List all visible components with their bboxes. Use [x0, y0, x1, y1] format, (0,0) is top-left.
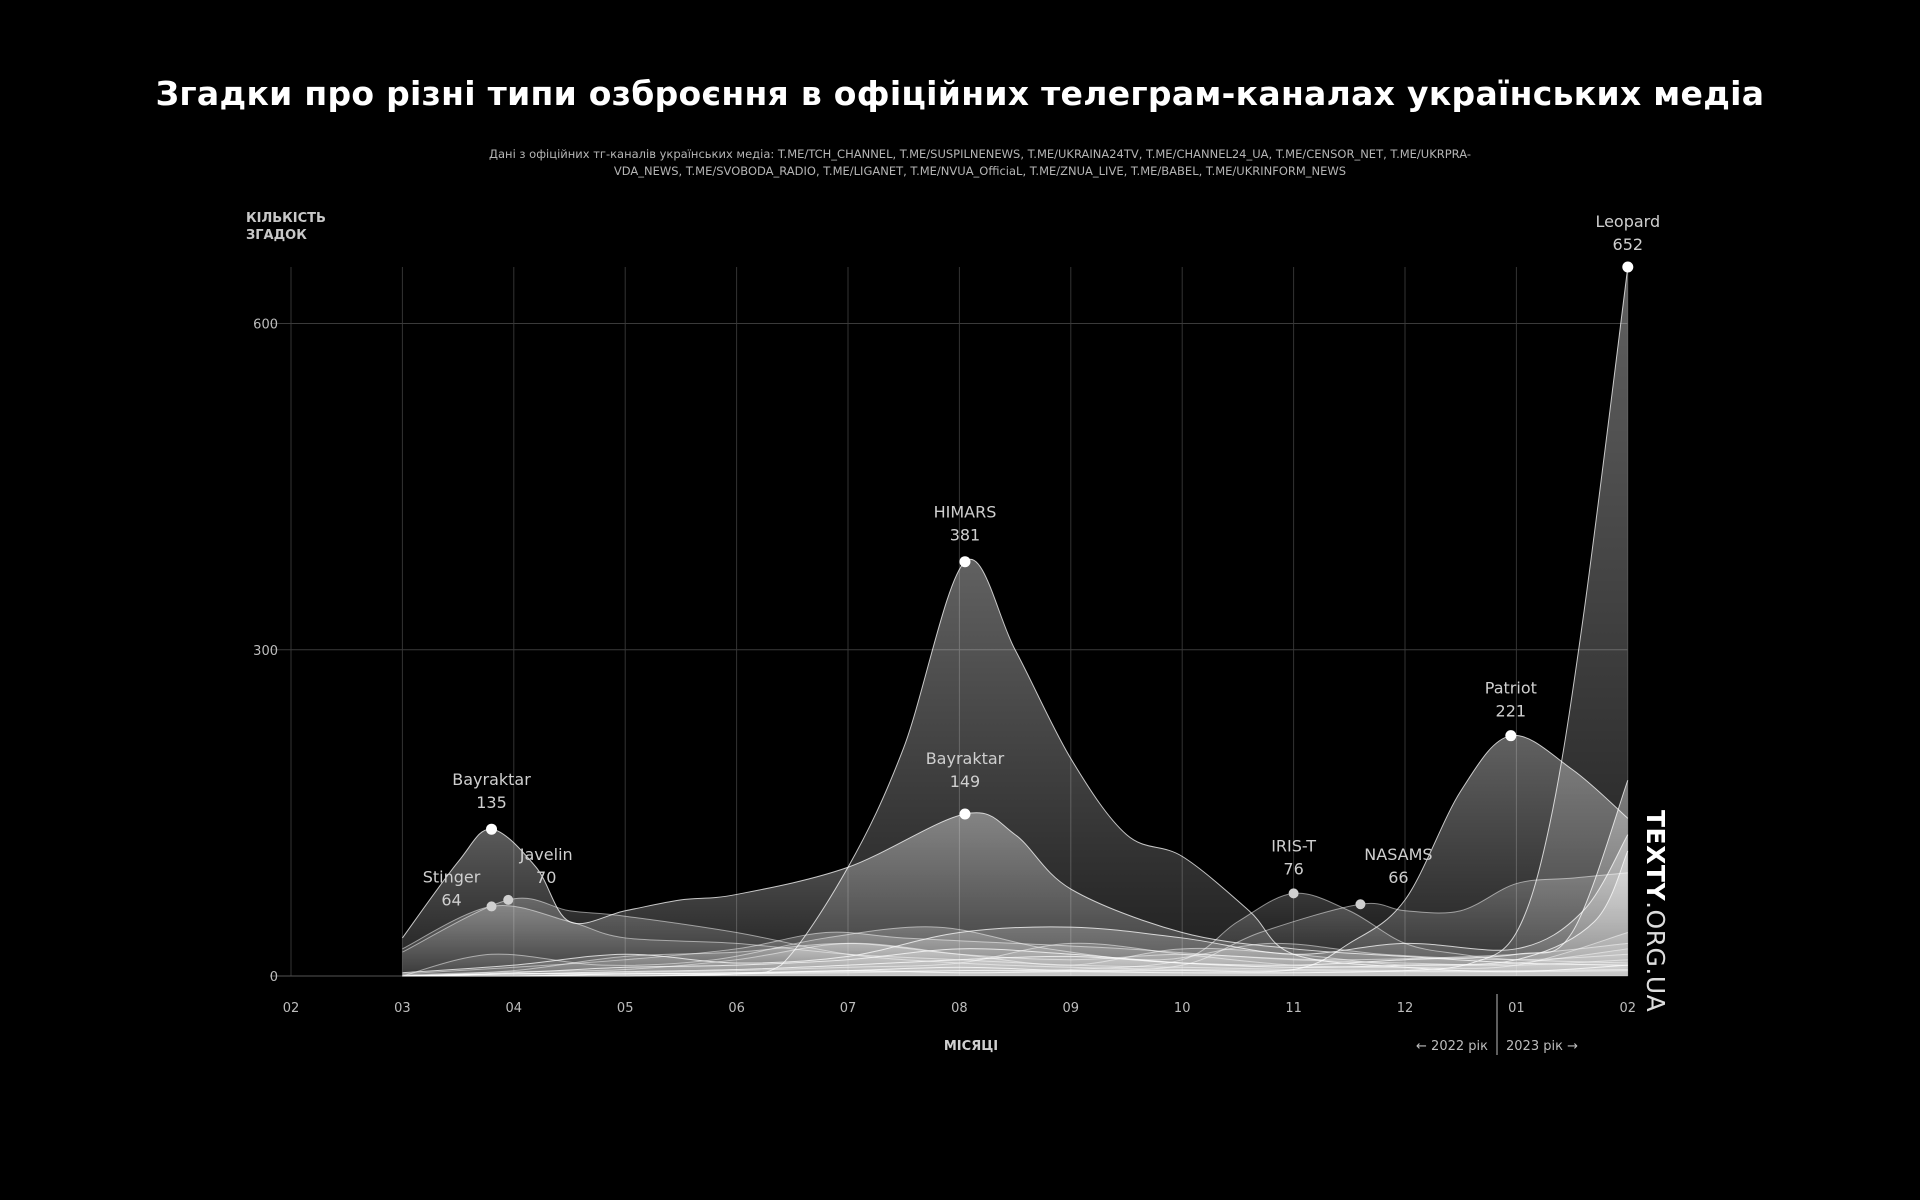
- x-axis-label: МІСЯЦІ: [944, 1039, 998, 1054]
- logo-bold: TEXTY: [1641, 810, 1670, 902]
- x-tick-label: 03: [394, 1001, 411, 1016]
- x-tick-label: 01: [1508, 1001, 1525, 1016]
- x-tick-label: 11: [1285, 1001, 1302, 1016]
- annotation-dot: [486, 823, 498, 835]
- annotation-value: 66: [1388, 868, 1408, 887]
- annotation-name: NASAMS: [1364, 845, 1432, 864]
- annotation-name: Stinger: [423, 867, 481, 886]
- annotation-dot: [959, 808, 971, 820]
- annotation-dot: [486, 901, 497, 912]
- year-2022-label: ← 2022 рік: [1416, 1039, 1488, 1054]
- y-axis-label-line-2: ЗГАДОК: [246, 228, 307, 243]
- annotation-name: HIMARS: [934, 503, 997, 522]
- logo-light: .ORG.UA: [1641, 901, 1670, 1013]
- y-axis-label-line-1: КІЛЬКІСТЬ: [246, 211, 326, 226]
- annotation-value: 381: [950, 526, 981, 545]
- x-tick-label: 12: [1397, 1001, 1414, 1016]
- x-tick-label: 04: [506, 1001, 523, 1016]
- annotation-name: Bayraktar: [926, 749, 1005, 768]
- annotation-name: Patriot: [1485, 679, 1537, 698]
- annotation-name: IRIS-T: [1271, 836, 1316, 855]
- annotation-value: 70: [536, 868, 556, 887]
- series-area-nasams: [402, 872, 1628, 976]
- x-tick-label: 05: [617, 1001, 634, 1016]
- y-tick-label: 600: [253, 318, 278, 333]
- annotation-value: 135: [476, 793, 507, 812]
- annotation-dot: [1288, 888, 1299, 899]
- year-2023-label: 2023 рік →: [1506, 1039, 1578, 1054]
- x-tick-label: 08: [951, 1001, 968, 1016]
- annotation-dot: [959, 556, 971, 568]
- texty-logo: TEXTY.ORG.UA: [1641, 810, 1670, 1012]
- annotation-value: 221: [1496, 702, 1527, 721]
- series-area-himars: [402, 559, 1628, 976]
- annotation-dot: [1355, 899, 1366, 910]
- x-tick-label: 02: [1620, 1001, 1637, 1016]
- x-tick-label: 07: [840, 1001, 857, 1016]
- subtitle-line-1: Дані з офіційних тг-каналів українських …: [489, 147, 1471, 161]
- y-tick-label: 0: [270, 970, 278, 985]
- x-tick-label: 02: [283, 1001, 300, 1016]
- chart-subtitle: Дані з офіційних тг-каналів українських …: [470, 146, 1490, 180]
- subtitle-line-2: VDA_NEWS, T.ME/SVOBODA_RADIO, T.ME/LIGAN…: [613, 164, 1347, 178]
- x-tick-label: 09: [1063, 1001, 1080, 1016]
- chart-title: Згадки про різні типи озброєння в офіцій…: [155, 74, 1765, 113]
- annotation-dot: [503, 894, 514, 905]
- x-tick-label: 06: [728, 1001, 745, 1016]
- annotation-dot: [1622, 261, 1634, 273]
- x-tick-label: 10: [1174, 1001, 1191, 1016]
- annotation-value: 64: [441, 890, 461, 909]
- series-line-leopard: [402, 266, 1629, 977]
- annotation-value: 652: [1613, 235, 1644, 254]
- y-tick-label: 300: [253, 644, 278, 659]
- y-axis-label: КІЛЬКІСТЬ ЗГАДОК: [246, 210, 336, 244]
- annotation-value: 76: [1283, 859, 1303, 878]
- annotation-name: Bayraktar: [452, 770, 531, 789]
- annotation-dot: [1505, 730, 1517, 742]
- annotation-name: Javelin: [519, 845, 573, 864]
- annotation-value: 149: [950, 772, 981, 791]
- annotation-name: Leopard: [1595, 212, 1660, 231]
